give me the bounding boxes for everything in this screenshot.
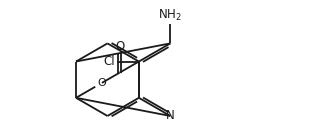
Text: O: O — [115, 40, 124, 53]
Text: O: O — [97, 78, 106, 88]
Text: NH$_2$: NH$_2$ — [158, 8, 182, 23]
Text: Cl: Cl — [104, 55, 115, 68]
Text: N: N — [166, 109, 175, 122]
